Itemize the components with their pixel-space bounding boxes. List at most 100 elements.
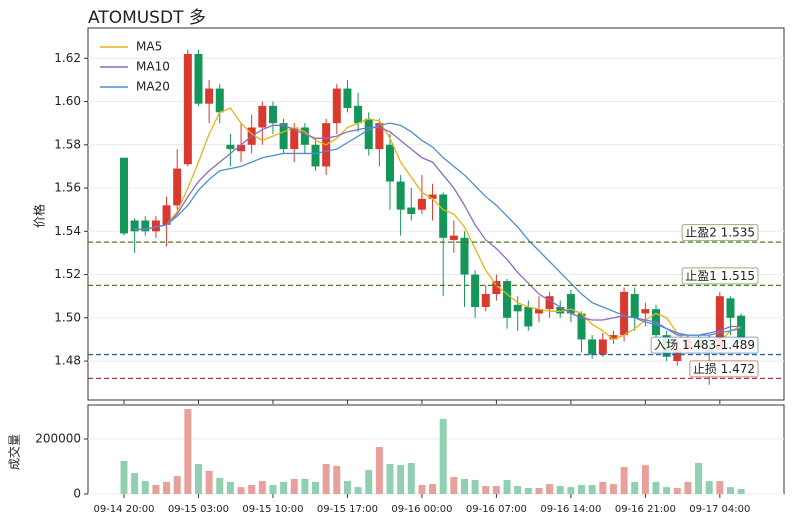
volume-bar — [184, 409, 192, 494]
y-tick-label: 1.52 — [54, 267, 81, 281]
y-tick-label: 1.62 — [54, 51, 81, 65]
candle-body — [226, 144, 235, 150]
volume-bar — [695, 462, 703, 494]
volume-bar — [375, 446, 383, 494]
volume-bar — [631, 481, 639, 494]
x-tick-label: 09-15 03:00 — [168, 504, 229, 515]
volume-bar — [514, 486, 522, 494]
level-label-box — [689, 360, 759, 378]
candle-body — [386, 144, 394, 182]
candle-body — [566, 294, 575, 314]
volume-bar — [386, 464, 394, 494]
volume-bar — [503, 479, 511, 494]
candle-body — [428, 194, 437, 199]
volume-bar — [120, 460, 128, 494]
candle-body — [449, 235, 458, 240]
volume-bar — [418, 484, 426, 494]
volume-bar — [716, 481, 724, 494]
x-tick-label: 09-16 07:00 — [466, 504, 527, 515]
volume-bar — [450, 476, 458, 494]
candle-body — [194, 53, 203, 104]
candle-body — [279, 123, 288, 150]
volume-bar — [205, 470, 213, 494]
chart-title: ATOMUSDT 多 — [88, 8, 206, 28]
level-label: 入场 1.483-1.489 — [654, 338, 755, 352]
y-tick-label: 1.54 — [54, 224, 81, 238]
candle-body — [205, 88, 214, 104]
legend-label: MA20 — [136, 80, 170, 94]
candle-body — [364, 118, 373, 150]
level-label-box — [681, 267, 759, 285]
volume-bar — [343, 481, 351, 494]
volume-bar — [131, 473, 139, 494]
volume-bar — [407, 462, 415, 494]
volume-bar — [652, 481, 660, 494]
volume-bar — [269, 484, 277, 494]
candle-body — [513, 304, 522, 312]
candle-body — [396, 181, 405, 210]
candle-body — [173, 168, 182, 206]
candle-body — [141, 220, 150, 232]
volume-bar — [482, 486, 490, 494]
volume-bar — [333, 465, 341, 494]
candle-body — [503, 281, 512, 318]
candle-body — [620, 291, 629, 336]
volume-bar — [194, 464, 202, 494]
y-tick-label: 1.48 — [54, 354, 81, 368]
candle-body — [237, 144, 246, 152]
x-tick-label: 09-16 00:00 — [391, 504, 452, 515]
candle-body — [162, 205, 171, 225]
candle-body — [332, 88, 341, 124]
volume-bar — [609, 484, 617, 494]
volume-bar — [365, 470, 373, 494]
volume-bar — [173, 476, 181, 494]
candle-body — [311, 144, 320, 167]
volume-bar — [599, 481, 607, 494]
volume-bar — [684, 481, 692, 494]
candle-body — [556, 307, 565, 314]
candle-body — [726, 298, 735, 318]
volume-bar — [258, 481, 266, 494]
y-tick-label: 200000 — [35, 431, 81, 445]
x-tick-label: 09-15 17:00 — [317, 504, 378, 515]
volume-bar — [546, 484, 554, 494]
candle-body — [407, 207, 416, 214]
candle-body — [417, 198, 426, 210]
volume-bar — [354, 487, 362, 494]
x-tick-label: 09-16 14:00 — [540, 504, 601, 515]
candle-body — [354, 105, 363, 124]
level-label-box — [681, 224, 759, 242]
candle-body — [588, 339, 597, 355]
candle-body — [343, 88, 352, 109]
x-tick-label: 09-15 10:00 — [242, 504, 303, 515]
volume-bar — [248, 484, 256, 494]
candle-body — [290, 127, 299, 150]
candle-body — [268, 105, 277, 124]
volume-bar — [663, 487, 671, 494]
volume-bar — [673, 487, 681, 494]
candle-body — [120, 157, 128, 234]
candle-body — [641, 309, 650, 314]
candle-body — [524, 307, 533, 327]
volume-bar — [535, 487, 543, 494]
volume-bar — [397, 465, 405, 494]
ma-line — [134, 107, 742, 349]
volume-bar — [567, 487, 575, 494]
volume-bar — [471, 479, 479, 494]
volume-bar — [152, 484, 160, 494]
candle-body — [630, 294, 639, 318]
y-tick-label: 0 — [73, 487, 81, 501]
volume-bar — [556, 486, 564, 494]
candle-body — [439, 194, 448, 238]
ma-line — [134, 124, 742, 336]
candle-body — [481, 294, 490, 307]
candle-body — [534, 309, 543, 314]
ma-line — [134, 122, 742, 336]
candle-body — [715, 296, 724, 351]
candle-body — [375, 123, 384, 150]
y-tick-label: 1.56 — [54, 181, 81, 195]
level-label-box — [650, 336, 759, 354]
candle-body — [492, 281, 501, 295]
volume-frame — [87, 404, 785, 495]
